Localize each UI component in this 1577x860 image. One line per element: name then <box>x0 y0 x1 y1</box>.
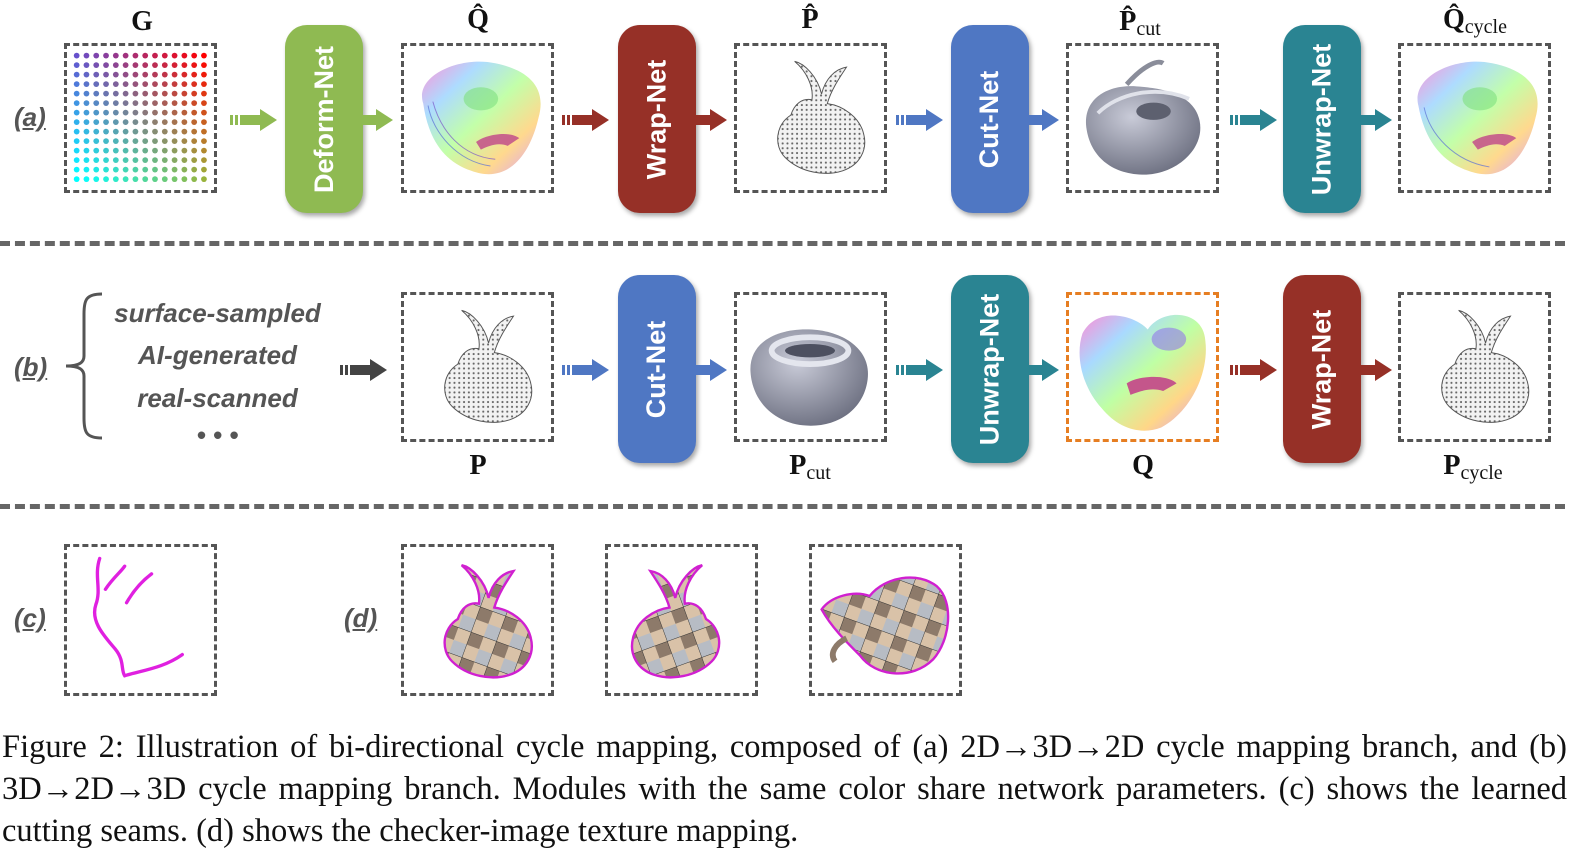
arrow-b2 <box>562 358 610 382</box>
arrow-b7 <box>1345 358 1393 382</box>
arrow-a1 <box>230 108 278 132</box>
q-hat-cycle-image <box>1398 43 1551 193</box>
label-q-hat-cycle: Q̂cycle <box>1443 4 1507 38</box>
arrow-b6 <box>1230 358 1278 382</box>
cutting-seams-image <box>64 544 217 696</box>
q-hat-image <box>401 43 554 193</box>
deform-net-module: Deform-Net <box>285 25 363 213</box>
p-hat-bunny-image <box>734 43 887 193</box>
p-cycle-bunny-image <box>1398 292 1551 442</box>
row-b-label: (b) <box>14 352 48 382</box>
row-a-label: (a) <box>14 102 46 132</box>
separator-bottom <box>0 504 1565 509</box>
grid-image-g <box>64 43 217 193</box>
texture-bunny-image-3 <box>809 544 962 696</box>
arrow-a7 <box>1230 108 1278 132</box>
texture-bunny-image-1 <box>401 544 554 696</box>
p-hat-cut-image <box>1066 43 1219 193</box>
arrow-a5 <box>896 108 944 132</box>
label-p-cut: Pcut <box>789 450 831 484</box>
arrow-b5 <box>1012 358 1060 382</box>
q-image <box>1066 292 1219 442</box>
texture-bunny-image-2 <box>605 544 758 696</box>
row-d-label: (d) <box>344 603 378 633</box>
cut-net-module-a: Cut-Net <box>951 25 1029 213</box>
label-p-hat: P̂ <box>801 4 819 35</box>
row-c-label: (c) <box>14 603 46 633</box>
source-ellipsis: • • • <box>196 420 239 450</box>
arrow-a3 <box>562 108 610 132</box>
arrow-a4 <box>680 108 728 132</box>
label-q: Q <box>1132 450 1154 481</box>
separator-top <box>0 241 1565 246</box>
source-real-scanned: real-scanned <box>137 383 298 413</box>
arrow-a2 <box>346 108 394 132</box>
arrow-b4 <box>896 358 944 382</box>
label-g: G <box>131 6 153 37</box>
arrow-a6 <box>1012 108 1060 132</box>
source-surface-sampled: surface-sampled <box>114 298 321 328</box>
label-q-hat: Q̂ <box>467 4 489 35</box>
source-brace <box>62 290 106 442</box>
arrow-b1 <box>340 358 388 382</box>
figure-caption: Figure 2: Illustration of bi-directional… <box>2 729 1567 849</box>
p-bunny-image <box>401 292 554 442</box>
unwrap-net-module-b: Unwrap-Net <box>951 275 1029 463</box>
source-ai-generated: AI-generated <box>138 340 297 370</box>
label-p-cycle: Pcycle <box>1443 450 1503 484</box>
label-p: P <box>469 450 487 481</box>
p-cut-image <box>734 292 887 442</box>
label-p-hat-cut: P̂cut <box>1119 6 1161 40</box>
arrow-a8 <box>1345 108 1393 132</box>
arrow-b3 <box>680 358 728 382</box>
